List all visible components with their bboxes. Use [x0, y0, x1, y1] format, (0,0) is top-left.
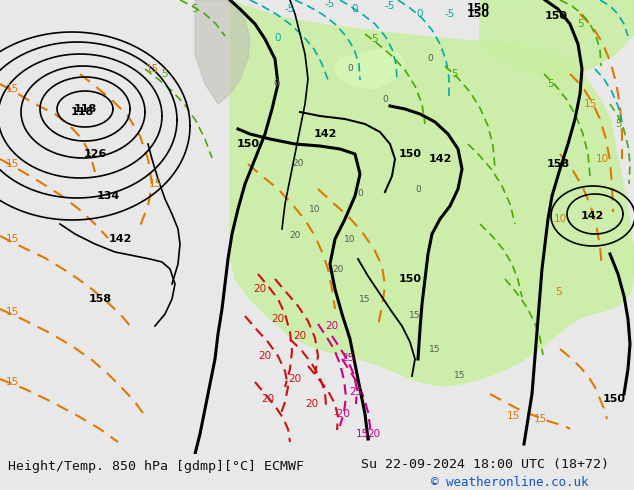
Polygon shape — [230, 0, 634, 386]
Text: 25: 25 — [341, 353, 354, 363]
Text: Su 22-09-2024 18:00 UTC (18+72): Su 22-09-2024 18:00 UTC (18+72) — [361, 458, 609, 470]
Text: 20: 20 — [368, 429, 380, 439]
Text: 25: 25 — [349, 387, 363, 397]
Text: 134: 134 — [96, 191, 120, 201]
Text: 0: 0 — [357, 190, 363, 198]
Text: 118: 118 — [74, 104, 96, 114]
Text: 150: 150 — [236, 139, 259, 149]
Polygon shape — [195, 0, 250, 104]
Text: 0: 0 — [427, 54, 433, 64]
Text: © weatheronline.co.uk: © weatheronline.co.uk — [431, 476, 588, 489]
Text: 5: 5 — [162, 69, 168, 79]
Text: 15: 15 — [454, 371, 466, 381]
Text: 15: 15 — [410, 312, 421, 320]
Text: 0: 0 — [275, 33, 281, 43]
Text: 20: 20 — [294, 331, 307, 341]
Text: 15: 15 — [507, 411, 520, 421]
Text: 15: 15 — [5, 234, 18, 244]
Text: 20: 20 — [261, 394, 275, 404]
Text: 15: 15 — [5, 377, 18, 387]
Text: 142: 142 — [580, 211, 604, 221]
Text: -5: -5 — [325, 0, 335, 9]
Text: 20: 20 — [325, 321, 339, 331]
Polygon shape — [480, 0, 634, 79]
Text: 150: 150 — [467, 9, 489, 19]
Text: 15: 15 — [148, 179, 162, 189]
Text: 15: 15 — [429, 344, 441, 353]
Text: 5: 5 — [372, 34, 378, 44]
Text: 5: 5 — [547, 79, 553, 89]
Text: 0: 0 — [352, 4, 358, 14]
Text: 150: 150 — [545, 11, 567, 21]
Text: 142: 142 — [313, 129, 337, 139]
Text: 15: 15 — [533, 414, 547, 424]
Text: 150: 150 — [399, 149, 422, 159]
Text: 20: 20 — [289, 231, 301, 241]
Text: -5: -5 — [445, 9, 455, 19]
Text: 20: 20 — [259, 351, 271, 361]
Text: 20: 20 — [306, 399, 318, 409]
Text: 20: 20 — [332, 265, 344, 273]
Text: -5: -5 — [385, 1, 395, 11]
Text: 150: 150 — [399, 274, 422, 284]
Text: 142: 142 — [429, 154, 451, 164]
Text: 10: 10 — [595, 154, 609, 164]
Text: 10: 10 — [344, 235, 356, 244]
Text: 150: 150 — [467, 3, 489, 13]
Text: 158: 158 — [547, 159, 569, 169]
Text: 5: 5 — [555, 287, 561, 297]
Text: 0: 0 — [417, 9, 424, 19]
Text: 126: 126 — [83, 149, 107, 159]
Text: 15: 15 — [583, 99, 597, 109]
Text: 15: 15 — [5, 159, 18, 169]
Text: 15: 15 — [5, 84, 18, 94]
Text: 0: 0 — [415, 185, 421, 194]
Text: -20: -20 — [333, 409, 351, 419]
Text: 20: 20 — [288, 374, 302, 384]
Text: 5: 5 — [577, 19, 583, 29]
Text: 158: 158 — [88, 294, 112, 304]
Text: 10: 10 — [309, 204, 321, 214]
Text: 20: 20 — [254, 284, 266, 294]
Text: 5: 5 — [615, 119, 621, 129]
Text: 10: 10 — [553, 214, 567, 224]
Text: 15: 15 — [359, 294, 371, 303]
Text: 0: 0 — [382, 95, 388, 103]
Text: 20: 20 — [292, 160, 304, 169]
Text: 5: 5 — [451, 69, 458, 79]
Text: 15: 15 — [356, 429, 368, 439]
Polygon shape — [335, 49, 405, 89]
Text: 0: 0 — [273, 79, 279, 89]
Text: 15: 15 — [145, 64, 158, 74]
Text: 0: 0 — [347, 65, 353, 74]
Text: 118: 118 — [70, 107, 94, 117]
Text: -5: -5 — [285, 4, 295, 14]
Text: 5: 5 — [191, 4, 198, 14]
Text: 150: 150 — [602, 394, 626, 404]
Text: 15: 15 — [5, 307, 18, 317]
Text: Height/Temp. 850 hPa [gdmp][°C] ECMWF: Height/Temp. 850 hPa [gdmp][°C] ECMWF — [8, 460, 304, 473]
Text: 20: 20 — [271, 314, 285, 324]
Text: 142: 142 — [108, 234, 132, 244]
